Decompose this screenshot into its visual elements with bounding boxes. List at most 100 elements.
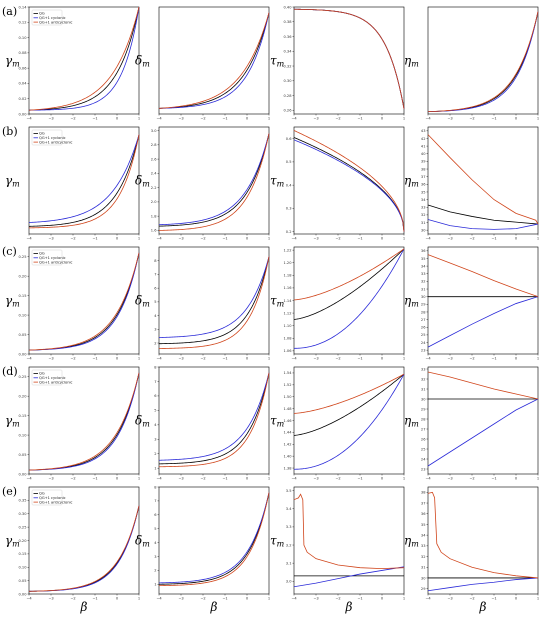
x-tick-label: −4: [425, 597, 431, 601]
y-tick-label: 1.6: [151, 229, 157, 233]
series-line: [293, 248, 405, 301]
x-tick-label: 0: [116, 597, 119, 601]
y-axis-label: ηm: [404, 54, 419, 69]
x-tick-label: −4: [425, 117, 431, 121]
x-tick-label: −4: [156, 477, 162, 481]
x-tick-label: −1: [92, 357, 97, 361]
x-tick-label: −3: [313, 357, 318, 361]
series-line: [293, 137, 405, 232]
y-tick-label: 8: [154, 485, 157, 489]
x-tick-label: −3: [447, 117, 452, 121]
y-tick-label: 1.10: [283, 324, 292, 328]
series-line: [158, 256, 270, 338]
y-tick-label: 0.05: [18, 333, 26, 337]
x-tick-label: −1: [491, 357, 496, 361]
series-line: [293, 130, 405, 232]
y-tick-label: 0.38: [283, 20, 292, 24]
y-tick-label: 7: [154, 499, 156, 503]
x-tick-label: −1: [357, 597, 362, 601]
x-tick-label: 0: [381, 477, 384, 481]
y-tick-label: 7: [154, 273, 156, 277]
series-line: [158, 12, 270, 109]
x-tick-label: −2: [469, 477, 474, 481]
x-tick-label: 1: [537, 477, 539, 481]
y-tick-label: 33: [421, 544, 426, 548]
y-tick-label: 2.2: [151, 186, 157, 190]
y-axis-label: τm: [270, 54, 285, 69]
x-tick-label: 1: [138, 597, 140, 601]
y-tick-label: 30: [421, 576, 426, 580]
y-tick-label: 8: [154, 259, 157, 263]
y-tick-label: 0.05: [18, 453, 26, 457]
legend-box: [31, 129, 63, 146]
x-tick-label: −3: [48, 597, 53, 601]
series-line: [28, 134, 140, 223]
x-axis-label: β: [80, 600, 88, 614]
panel-label: (d): [2, 365, 18, 378]
x-tick-label: −4: [291, 477, 297, 481]
y-tick-label: 43: [421, 129, 426, 133]
y-tick-label: 0.4: [286, 183, 292, 187]
y-axis-label: τm: [270, 294, 285, 309]
legend-entry: QG+1 cyclonic: [39, 136, 66, 140]
y-tick-label: 0.12: [18, 21, 26, 25]
x-tick-label: 1: [537, 237, 539, 241]
y-tick-label: 29: [421, 303, 426, 307]
x-tick-label: 1: [537, 597, 539, 601]
y-tick-label: 1: [154, 467, 156, 471]
y-tick-label: 30: [421, 295, 426, 299]
series-line: [158, 372, 270, 468]
series-line: [28, 6, 140, 111]
x-tick-label: −4: [26, 357, 32, 361]
y-axis-label: δm: [135, 294, 150, 309]
x-tick-label: −4: [156, 597, 162, 601]
y-tick-label: 0.00: [18, 592, 27, 596]
legend-entry: QG+1 cyclonic: [39, 496, 66, 500]
legend-entry: QG+1 anticyclonic: [39, 20, 72, 24]
series-line: [427, 219, 539, 230]
y-axis-label: ηm: [404, 294, 419, 309]
x-tick-label: −1: [357, 477, 362, 481]
series-line: [28, 134, 140, 229]
x-tick-label: −3: [48, 477, 53, 481]
y-tick-label: 0.5: [286, 160, 292, 164]
y-axis-label: γm: [5, 534, 20, 549]
legend-box: [31, 489, 63, 506]
y-tick-label: 40: [421, 152, 426, 156]
y-tick-label: 1.08: [283, 337, 292, 341]
x-tick-label: −1: [222, 597, 227, 601]
y-tick-label: 32: [421, 280, 426, 284]
x-tick-label: −1: [491, 477, 496, 481]
y-axis-label: γm: [5, 414, 20, 429]
y-tick-label: 0.10: [18, 566, 27, 570]
y-tick-label: 0.00: [18, 112, 27, 116]
y-tick-label: 31: [421, 221, 426, 225]
x-axis-label: β: [345, 600, 353, 614]
x-tick-label: −3: [178, 237, 183, 241]
y-tick-label: 1.48: [283, 407, 292, 411]
x-tick-label: 1: [268, 237, 270, 241]
x-tick-label: −3: [178, 117, 183, 121]
y-tick-label: 3.1: [286, 561, 292, 565]
y-tick-label: 25: [421, 333, 426, 337]
y-axis-label: τm: [270, 534, 285, 549]
y-tick-label: 4: [154, 314, 157, 318]
y-tick-label: 1.16: [283, 286, 292, 290]
y-tick-label: 1.54: [283, 371, 292, 375]
x-tick-label: 0: [246, 357, 249, 361]
y-tick-label: 38: [421, 167, 426, 171]
x-tick-label: −4: [26, 597, 32, 601]
series-line: [158, 372, 270, 465]
y-tick-label: 36: [421, 183, 426, 187]
y-tick-label: 1.14: [283, 299, 292, 303]
y-tick-label: 0.00: [18, 472, 27, 476]
axes-frame: [427, 126, 539, 235]
y-tick-label: 0.32: [283, 64, 291, 68]
series-line: [158, 256, 270, 345]
x-tick-label: −4: [291, 597, 297, 601]
legend-entry: QG: [39, 132, 45, 136]
y-tick-label: 24: [421, 341, 426, 345]
series-line: [293, 139, 405, 232]
y-tick-label: 33: [421, 367, 426, 371]
y-tick-label: 33: [421, 206, 426, 210]
